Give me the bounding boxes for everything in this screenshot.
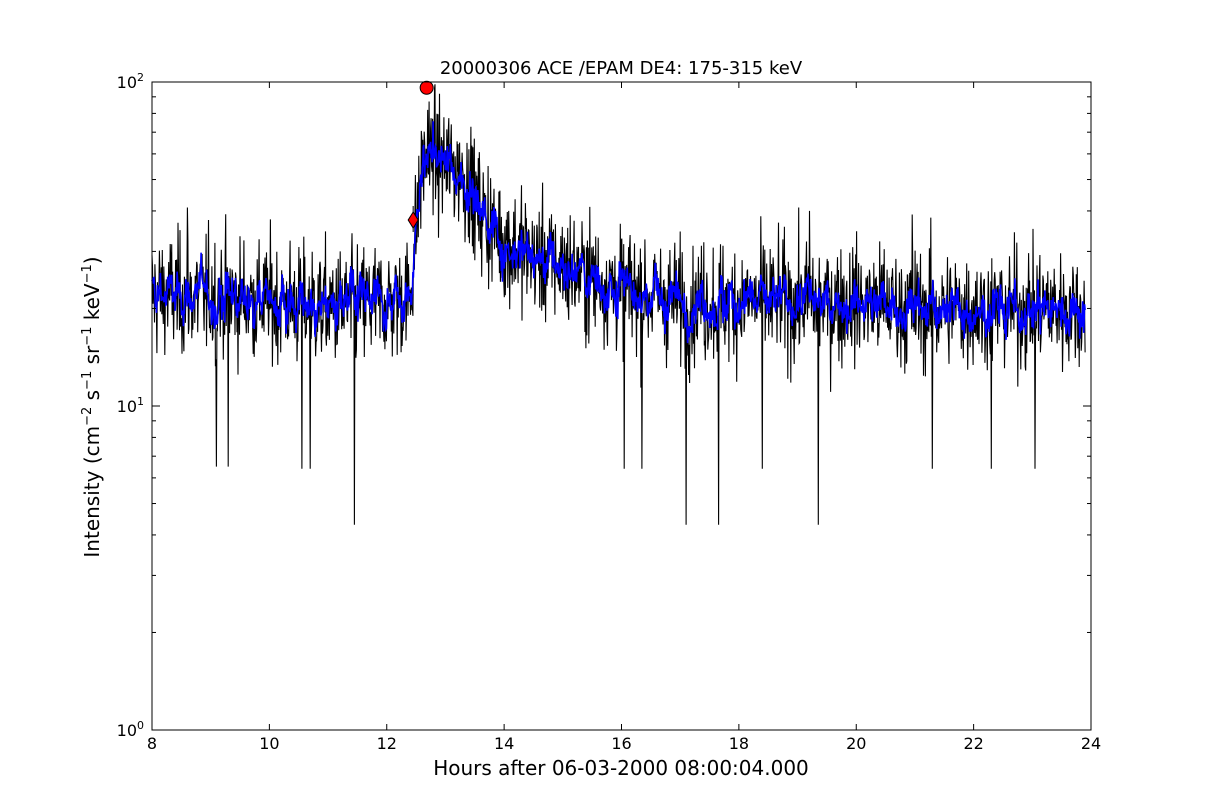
x-tick-label: 8 bbox=[147, 734, 157, 753]
chart-title: 20000306 ACE /EPAM DE4: 175-315 keV bbox=[440, 58, 803, 79]
series-layer bbox=[151, 84, 1086, 525]
x-tick-label: 18 bbox=[729, 734, 749, 753]
y-axis-title-unit: keV bbox=[80, 283, 104, 327]
y-axis-title-exp: −1 bbox=[80, 371, 95, 390]
series-smoothed-line bbox=[151, 121, 1086, 344]
x-tick-label: 12 bbox=[377, 734, 397, 753]
y-tick-label: 100 bbox=[117, 719, 144, 740]
y-axis-title-exp: −1 bbox=[80, 264, 95, 283]
y-axis-title-unit: sr bbox=[80, 345, 104, 371]
x-tick-label: 14 bbox=[494, 734, 514, 753]
y-axis-title-prefix: Intensity (cm bbox=[80, 426, 104, 558]
x-tick-label: 16 bbox=[611, 734, 631, 753]
marker-layer bbox=[407, 80, 434, 233]
y-axis-title-suffix: ) bbox=[80, 256, 104, 264]
x-tick-label: 22 bbox=[963, 734, 983, 753]
y-axis-title-exp: −2 bbox=[80, 407, 95, 426]
y-tick-label: 102 bbox=[117, 71, 144, 92]
marker-circle bbox=[419, 80, 434, 95]
y-axis-title-unit: s bbox=[80, 390, 104, 407]
x-tick-label: 20 bbox=[846, 734, 866, 753]
marker-diamond bbox=[407, 211, 419, 229]
y-axis-title-exp: −1 bbox=[80, 327, 95, 346]
x-tick-label: 10 bbox=[259, 734, 279, 753]
x-tick-label: 24 bbox=[1081, 734, 1101, 753]
y-axis-title: Intensity (cm−2 s−1 sr−1 keV−1) bbox=[80, 256, 104, 557]
x-axis-title: Hours after 06-03-2000 08:00:04.000 bbox=[433, 756, 809, 780]
y-tick-label: 101 bbox=[117, 395, 144, 416]
tick-layer: 8 10 12 14 16 18 20 22 24 100 101 102 bbox=[117, 71, 1102, 753]
